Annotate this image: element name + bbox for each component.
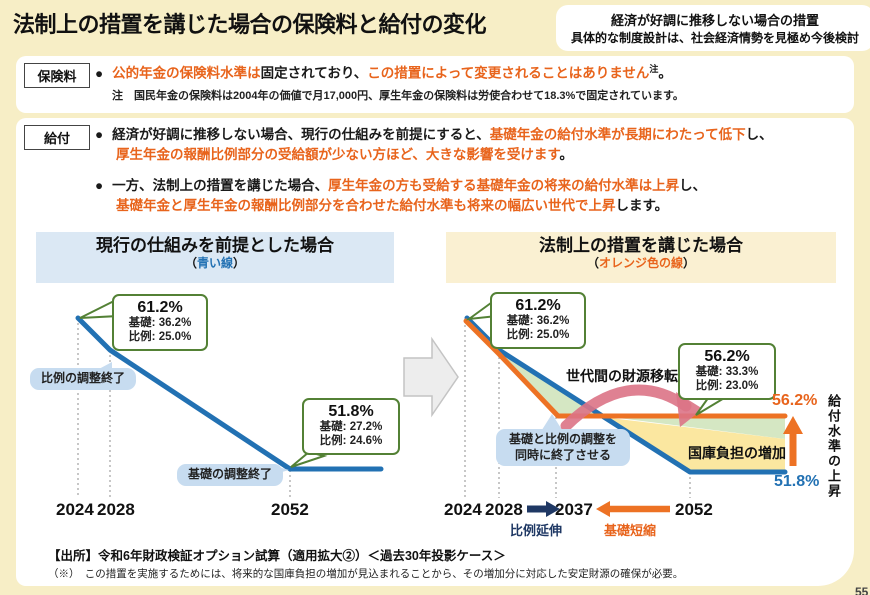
- b1-s1: 経済が好調に推移しない場合、現行の仕組みを前提にすると、: [112, 127, 490, 142]
- left-chart-title: 現行の仕組みを前提とした場合: [96, 236, 334, 255]
- corner-note-line2: 具体的な制度設計は、社会経済情勢を見極め今後検討: [570, 31, 859, 45]
- left-start-callout: 61.2% 基礎: 36.2% 比例: 25.0%: [112, 294, 208, 351]
- left-end-prop: 比例: 24.6%: [319, 434, 383, 447]
- benefit-bullet-2: ● 一方、法制上の措置を講じた場合、厚生年金の方も受給する基礎年金の将来の給付水準…: [95, 176, 840, 217]
- right-start-prop: 比例: 25.0%: [506, 328, 570, 341]
- b1-s2: 基礎年金の給付水準が長期にわたって低下: [489, 127, 746, 142]
- right-start-callout: 61.2% 基礎: 36.2% 比例: 25.0%: [490, 292, 586, 349]
- right-chart-subtitle: （オレンジ色の線）: [586, 256, 696, 271]
- transfer-area-right: [602, 416, 785, 439]
- prop-extend-arrowhead-icon: [546, 501, 560, 517]
- left-year-2028: 2028: [97, 500, 135, 519]
- corner-note-line1: 経済が好調に推移しない場合の措置: [610, 13, 819, 28]
- left-gridlines: [77, 318, 291, 498]
- page-title: 法制上の措置を講じた場合の保険料と給付の変化: [13, 12, 487, 37]
- premium-bullet: ● 公的年金の保険料水準は固定されており、この措置によって変更されることはありませ…: [95, 63, 840, 84]
- right-start-basic: 基礎: 36.2%: [506, 315, 570, 328]
- transfer-label: 世代間の財源移転: [566, 368, 678, 384]
- right-start-total: 61.2%: [515, 297, 561, 314]
- source-line: 【出所】令和6年財政検証オプション試算（適用拡大②）＜過去30年投影ケース＞: [48, 549, 506, 563]
- b2-s5: します。: [615, 198, 669, 214]
- left-bubble-basic-end: 基礎の調整終了: [177, 464, 283, 486]
- b2-s1: 一方、法制上の措置を講じた場合、: [112, 178, 329, 193]
- left-year-2052: 2052: [271, 500, 309, 519]
- right-year-2024: 2024: [444, 500, 482, 519]
- premium-sup: 注: [649, 64, 659, 74]
- left-chart-subtitle: （青い線）: [184, 256, 246, 271]
- right-pct-top: 56.2%: [772, 392, 818, 409]
- right-end-total: 56.2%: [704, 348, 750, 365]
- b1-s5: 。: [559, 147, 573, 163]
- left-bubble-prop-end: 比例の調整終了: [30, 368, 136, 390]
- b1-s3: し、: [745, 127, 773, 142]
- caveat-line: （※） この措置を実施するためには、将来的な国庫負担の増加が見込まれることから、…: [48, 568, 684, 580]
- bullet-icon: ●: [95, 65, 104, 81]
- premium-seg2: 固定されており、: [260, 65, 368, 81]
- right-end-basic: 基礎: 33.3%: [695, 366, 759, 379]
- right-year-2028: 2028: [485, 500, 523, 519]
- right-end-prop: 比例: 23.0%: [695, 379, 759, 392]
- right-year-2052: 2052: [675, 500, 713, 519]
- right-year-2037: 2037: [555, 500, 593, 519]
- premium-label: 保険料: [24, 63, 90, 88]
- transition-arrow-icon: [403, 336, 459, 418]
- right-bubble-sync: 基礎と比例の調整を 同時に終了させる: [496, 429, 630, 467]
- basic-shorten-label: 基礎短縮: [604, 523, 657, 538]
- left-end-callout: 51.8% 基礎: 27.2% 比例: 24.6%: [302, 398, 400, 455]
- rise-axis-label: 給付水準の上昇: [826, 394, 841, 499]
- corner-note: 経済が好調に推移しない場合の措置 具体的な制度設計は、社会経済情勢を見極め今後検…: [556, 5, 870, 51]
- left-start-total: 61.2%: [137, 299, 183, 316]
- benefit-label: 給付: [24, 125, 90, 150]
- left-end-total: 51.8%: [328, 403, 374, 420]
- treasury-area: [602, 417, 785, 471]
- left-end-basic: 基礎: 27.2%: [319, 421, 383, 434]
- right-end-callout: 56.2% 基礎: 33.3% 比例: 23.0%: [678, 343, 776, 400]
- bullet-icon: ●: [95, 178, 104, 193]
- b1-s4: 厚生年金の報酬比例部分の受給額が少ない方ほど、大きな影響を受けます: [116, 147, 560, 163]
- page-number: 55: [855, 585, 869, 595]
- left-start-prop: 比例: 25.0%: [128, 330, 192, 343]
- b2-s2: 厚生年金の方も受給する基礎年金の将来の給付水準は上昇: [328, 178, 680, 193]
- treasury-label: 国庫負担の増加: [688, 445, 786, 461]
- blue-line-legend: 青い線: [196, 256, 233, 271]
- right-chart-header: 法制上の措置を講じた場合 （オレンジ色の線）: [446, 232, 836, 283]
- orange-line-legend: オレンジ色の線: [598, 256, 683, 271]
- right-chart-title: 法制上の措置を講じた場合: [539, 236, 743, 255]
- benefit-bullet-1: ● 経済が好調に推移しない場合、現行の仕組みを前提にすると、基礎年金の給付水準が長…: [95, 125, 840, 166]
- premium-seg3: この措置によって変更されることはありません: [367, 65, 650, 81]
- b2-s4: 基礎年金と厚生年金の報酬比例部分を合わせた給付水準も将来の幅広い世代で上昇: [116, 198, 616, 214]
- bullet-icon: ●: [95, 127, 104, 142]
- transfer-arrow-icon: [560, 384, 692, 432]
- premium-footnote: 注 国民年金の保険料は2004年の価値で月17,000円、厚生年金の保険料は労使…: [112, 90, 684, 102]
- left-start-basic: 基礎: 36.2%: [128, 317, 192, 330]
- right-orange-line: [463, 318, 788, 419]
- premium-seg4: 。: [658, 65, 672, 81]
- left-chart-header: 現行の仕組みを前提とした場合 （青い線）: [36, 232, 394, 283]
- transfer-arrowhead-icon: [676, 392, 703, 427]
- left-blue-line: [75, 315, 384, 472]
- b2-s3: し、: [679, 178, 707, 193]
- premium-panel: [16, 56, 854, 113]
- premium-seg1: 公的年金の保険料水準は: [112, 65, 261, 81]
- prop-extend-label: 比例延伸: [510, 523, 563, 538]
- right-blue-line: [464, 315, 788, 475]
- rise-arrowhead-icon: [783, 416, 803, 434]
- left-year-2024: 2024: [56, 500, 94, 519]
- basic-shorten-arrowhead-icon: [596, 501, 610, 517]
- right-pct-bottom: 51.8%: [774, 473, 820, 490]
